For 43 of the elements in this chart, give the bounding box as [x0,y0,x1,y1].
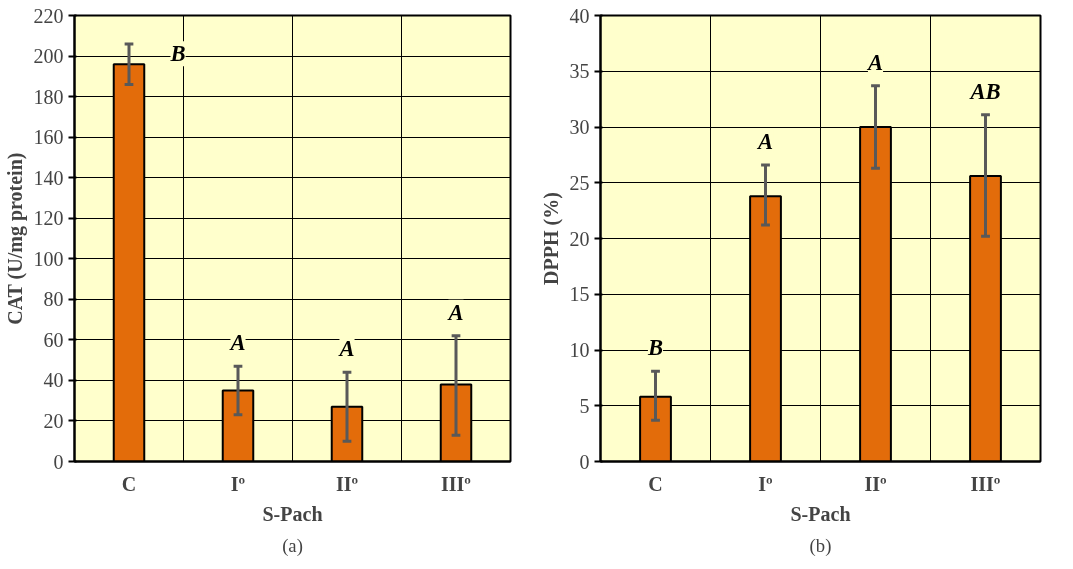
annotation: A [755,128,774,154]
y-tick-label: 30 [569,116,590,138]
y-tick-label: 15 [569,283,590,306]
annotation: A [865,49,884,75]
x-tick-label: Iº [230,472,246,495]
y-axis-title: DPPH (%) [539,192,563,285]
y-tick-label: 35 [569,60,590,83]
y-tick-label: 60 [43,328,64,351]
annotation: A [446,299,464,325]
y-tick-label: 0 [53,450,64,473]
x-tick-label: C [121,472,137,495]
annotation: B [646,335,664,361]
text: (a) [282,534,303,557]
y-tick-label: 25 [569,171,590,194]
text: (b) [809,534,832,557]
y-tick-label: 160 [33,126,64,149]
y-tick-label: 5 [579,394,590,417]
y-tick-label: 0 [579,450,590,473]
y-tick-label: 10 [569,339,590,361]
annotation: A [337,336,355,362]
annotation: AB [968,78,1001,104]
y-tick-label: 120 [33,207,64,230]
y-tick-label: 20 [569,227,590,250]
annotation: A [228,330,246,356]
y-tick-label: 200 [33,45,64,68]
y-tick-label: 220 [33,4,64,27]
y-tick-label: 100 [33,247,64,270]
y-tick-label: 180 [33,85,64,108]
y-tick-label: 140 [33,166,64,189]
y-axis-title: CAT (U/mg protein) [3,152,27,325]
annotation: B [169,41,186,67]
x-tick-label: IIº [335,472,359,495]
y-tick-label: 80 [43,288,64,311]
x-tick-label: IIIº [970,472,1001,495]
x-tick-label: Iº [758,472,774,495]
x-axis-title: S-Pach [262,502,323,525]
x-axis-title: S-Pach [790,502,851,525]
y-tick-label: 40 [569,4,590,27]
y-tick-label: 20 [43,409,64,432]
y-tick-label: 40 [43,369,64,392]
x-tick-label: IIº [864,472,887,495]
x-tick-label: IIIº [441,472,472,495]
x-tick-label: C [648,472,663,495]
